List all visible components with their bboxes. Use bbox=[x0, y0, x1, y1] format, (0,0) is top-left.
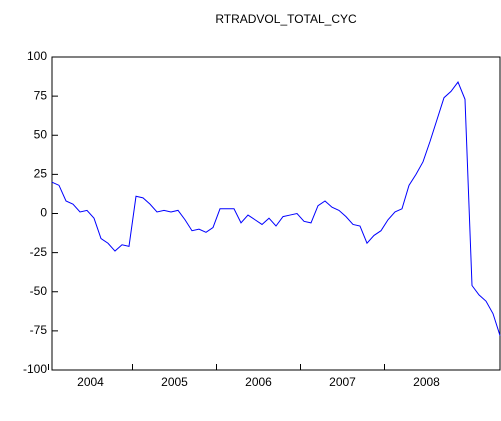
y-tick-label: -75 bbox=[30, 323, 48, 337]
y-tick-label: -100 bbox=[23, 362, 47, 376]
series-line bbox=[51, 81, 501, 336]
y-tick-label: 25 bbox=[34, 167, 48, 181]
x-tick-label: 2005 bbox=[161, 375, 188, 389]
y-tick-label: -50 bbox=[30, 284, 48, 298]
y-tick-label: 100 bbox=[27, 49, 47, 63]
x-tick-label: 2006 bbox=[245, 375, 272, 389]
y-tick-label: -25 bbox=[30, 245, 48, 259]
y-tick-label: 0 bbox=[40, 206, 47, 220]
x-tick-label: 2004 bbox=[77, 375, 104, 389]
x-tick-label: 2007 bbox=[329, 375, 356, 389]
plot-frame bbox=[51, 56, 501, 371]
chart-title: RTRADVOL_TOTAL_CYC bbox=[215, 12, 357, 26]
y-tick-label: 50 bbox=[34, 127, 48, 141]
x-tick-label: 2008 bbox=[413, 375, 440, 389]
y-tick-label: 75 bbox=[34, 88, 48, 102]
